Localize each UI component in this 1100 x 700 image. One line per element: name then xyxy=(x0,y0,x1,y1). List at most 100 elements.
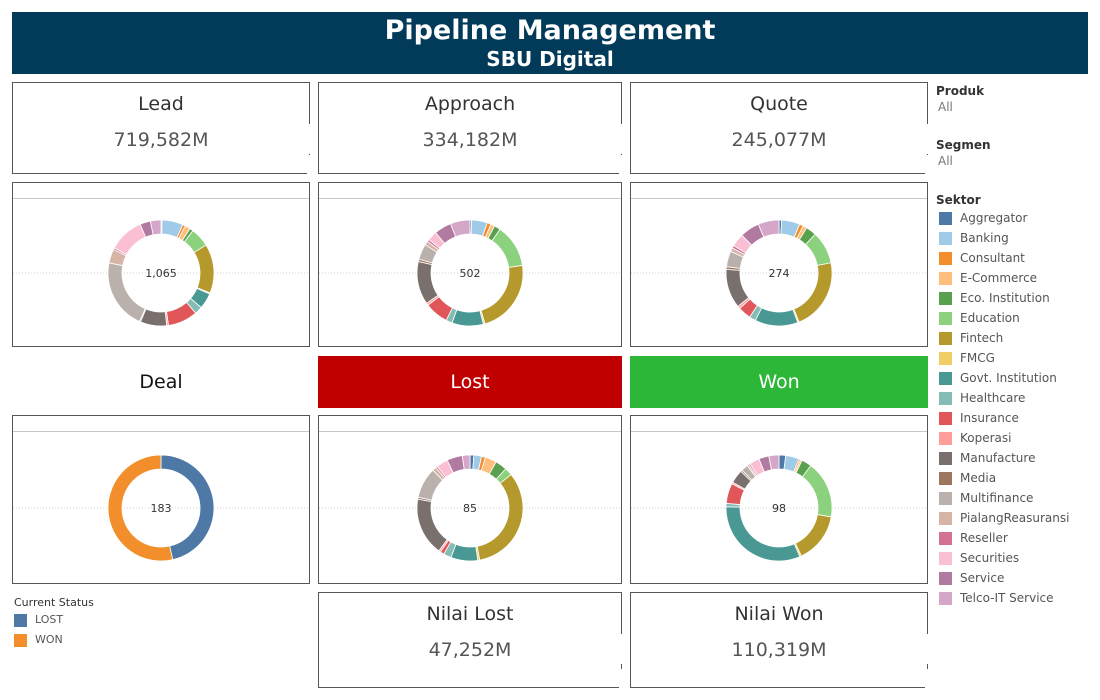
kpi-quote[interactable]: Quote 245,077M xyxy=(630,82,929,175)
legend-label: Govt. Institution xyxy=(960,371,1057,385)
legend-swatch xyxy=(939,532,952,545)
legend-label: FMCG xyxy=(960,351,995,365)
legend-swatch xyxy=(14,634,27,647)
donut-quote-panel[interactable]: 274 xyxy=(630,182,928,347)
donut-lost-chart[interactable]: 85 xyxy=(319,416,621,583)
legend-swatch xyxy=(939,552,952,565)
legend-swatch xyxy=(939,232,952,245)
donut-center-label: 274 xyxy=(769,267,790,280)
donut-won-chart[interactable]: 98 xyxy=(631,416,927,583)
donut-slice-fintech[interactable] xyxy=(193,244,215,294)
legend-label: Manufacture xyxy=(960,451,1036,465)
donut-slice-multifinance[interactable] xyxy=(107,262,146,322)
legend-label: Insurance xyxy=(960,411,1019,425)
dashboard-title: Pipeline Management xyxy=(384,15,716,46)
donut-won-panel[interactable]: 98 xyxy=(630,415,928,584)
filter-segmen-dropdown[interactable]: All xyxy=(938,154,953,168)
sektor-legend-title: Sektor xyxy=(936,193,981,207)
legend-label: Multifinance xyxy=(960,491,1034,505)
donut-slice-won[interactable] xyxy=(107,454,174,562)
donut-slice-govt-institution[interactable] xyxy=(451,309,484,327)
legend-label: Consultant xyxy=(960,251,1025,265)
donut-center-label: 85 xyxy=(463,502,477,515)
donut-slice-education[interactable] xyxy=(801,465,833,518)
legend-swatch xyxy=(939,492,952,505)
legend-swatch xyxy=(939,432,952,445)
kpi-lead[interactable]: Lead 719,582M xyxy=(12,82,311,175)
kpi-nilai-won[interactable]: Nilai Won 110,319M xyxy=(630,592,929,689)
legend-swatch xyxy=(939,212,952,225)
banner-won: Won xyxy=(630,356,928,408)
dashboard-header: Pipeline Management SBU Digital xyxy=(12,12,1088,74)
filter-produk-dropdown[interactable]: All xyxy=(938,100,953,114)
donut-slice-fintech[interactable] xyxy=(480,265,524,325)
filter-produk-label: Produk xyxy=(936,84,985,98)
kpi-lead-value: 719,582M xyxy=(113,129,209,151)
kpi-nilai-lost-label: Nilai Lost xyxy=(426,603,514,625)
dashboard-subtitle: SBU Digital xyxy=(486,47,614,71)
donut-center-label: 183 xyxy=(151,502,172,515)
donut-slice-education[interactable] xyxy=(491,228,523,268)
donut-slice-telco-it-service[interactable] xyxy=(450,219,471,238)
donut-slice-fintech[interactable] xyxy=(793,262,833,323)
legend-swatch xyxy=(939,572,952,585)
donut-lead-panel[interactable]: 1,065 xyxy=(12,182,310,347)
legend-swatch xyxy=(939,472,952,485)
legend-label: LOST xyxy=(35,613,64,626)
donut-slice-govt-institution[interactable] xyxy=(754,307,799,327)
legend-label: Telco-IT Service xyxy=(960,591,1054,605)
legend-swatch xyxy=(939,292,952,305)
kpi-nilai-lost-value: 47,252M xyxy=(428,639,512,661)
donut-lost-panel[interactable]: 85 xyxy=(318,415,622,584)
donut-deal-panel[interactable]: 183 xyxy=(12,415,310,584)
legend-swatch xyxy=(939,272,952,285)
donut-slice-fintech[interactable] xyxy=(794,514,832,557)
donut-slice-telco-it-service[interactable] xyxy=(768,454,780,471)
kpi-lead-label: Lead xyxy=(138,93,184,115)
legend-swatch xyxy=(939,592,952,605)
donut-slice-telco-it-service[interactable] xyxy=(149,219,162,236)
legend-label: Koperasi xyxy=(960,431,1012,445)
donut-slice-securities[interactable] xyxy=(113,223,147,256)
donut-center-label: 502 xyxy=(460,267,481,280)
legend-swatch xyxy=(939,392,952,405)
kpi-nilai-lost[interactable]: Nilai Lost 47,252M xyxy=(318,592,623,689)
legend-swatch xyxy=(939,252,952,265)
donut-slice-telco-it-service[interactable] xyxy=(461,454,471,470)
legend-label: PialangReasuransi xyxy=(960,511,1070,525)
donut-lead-chart[interactable]: 1,065 xyxy=(13,183,309,346)
legend-label: Banking xyxy=(960,231,1009,245)
donut-deal-chart[interactable]: 183 xyxy=(13,416,309,583)
legend-label: Media xyxy=(960,471,997,485)
legend-swatch xyxy=(939,372,952,385)
legend-swatch xyxy=(939,412,952,425)
donut-center-label: 98 xyxy=(772,502,786,515)
donut-slice-fintech[interactable] xyxy=(476,473,524,561)
kpi-approach[interactable]: Approach 334,182M xyxy=(318,82,623,175)
donut-quote-chart[interactable]: 274 xyxy=(631,183,927,346)
donut-slice-govt-institution[interactable] xyxy=(725,506,801,562)
kpi-nilai-won-value: 110,319M xyxy=(731,639,827,661)
legend-label: E-Commerce xyxy=(960,271,1038,285)
legend-label: Reseller xyxy=(960,531,1008,545)
donut-approach-panel[interactable]: 502 xyxy=(318,182,622,347)
legend-swatch xyxy=(939,352,952,365)
legend-swatch xyxy=(939,512,952,525)
banner-deal: Deal xyxy=(139,371,183,393)
donut-slice-manufacture[interactable] xyxy=(725,268,750,307)
kpi-quote-label: Quote xyxy=(750,93,808,115)
donut-slice-telco-it-service[interactable] xyxy=(757,219,780,238)
legend-label: Eco. Institution xyxy=(960,291,1050,305)
donut-slice-manufacture[interactable] xyxy=(416,498,448,552)
kpi-quote-value: 245,077M xyxy=(731,129,827,151)
donut-slice-manufacture[interactable] xyxy=(416,261,439,304)
legend-swatch xyxy=(14,614,27,627)
legend-swatch xyxy=(939,452,952,465)
donut-approach-chart[interactable]: 502 xyxy=(319,183,621,346)
legend-swatch xyxy=(939,332,952,345)
banner-lost: Lost xyxy=(318,356,622,408)
legend-label: Healthcare xyxy=(960,391,1026,405)
legend-swatch xyxy=(939,312,952,325)
legend-label: Securities xyxy=(960,551,1020,565)
filter-segmen-label: Segmen xyxy=(936,138,991,152)
